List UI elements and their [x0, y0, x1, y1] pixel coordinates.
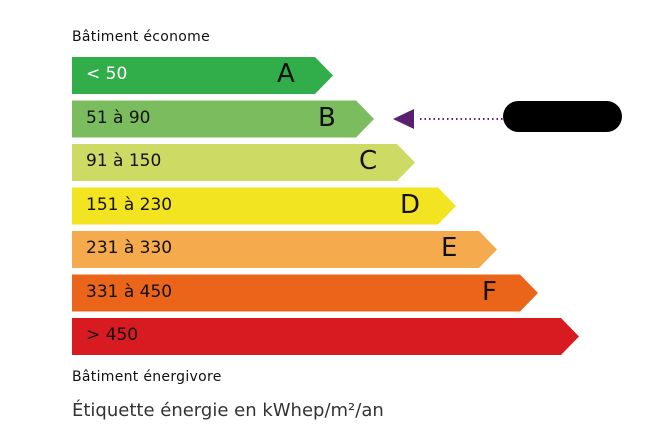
- class-bar-f: [72, 274, 538, 312]
- redacted-value: [503, 101, 622, 132]
- class-letter: D: [400, 189, 421, 220]
- class-range: 231 à 330: [86, 238, 173, 258]
- class-letter: F: [482, 276, 497, 307]
- class-bar-d: [72, 187, 456, 225]
- class-range: < 50: [86, 64, 128, 84]
- class-letter: A: [277, 59, 295, 89]
- class-range: 51 à 90: [86, 107, 151, 128]
- class-letter: C: [359, 146, 378, 176]
- class-range: > 450: [86, 325, 139, 345]
- class-bar-c: [72, 144, 415, 181]
- header-label: Bâtiment économe: [72, 29, 210, 45]
- indicator-arrow-icon: [393, 109, 414, 129]
- footer-label: Bâtiment énergivore: [72, 369, 222, 385]
- class-range: 331 à 450: [86, 281, 173, 302]
- class-bar-e: [72, 231, 497, 268]
- class-range: 91 à 150: [86, 151, 162, 171]
- class-bar-b: [72, 100, 374, 138]
- class-bar-a: [72, 57, 333, 94]
- class-range: 151 à 230: [86, 194, 173, 215]
- class-letter: E: [441, 233, 458, 263]
- class-bar-g: [72, 318, 579, 355]
- unit-label: Étiquette énergie en kWhep/m²/an: [72, 400, 384, 421]
- class-letter: B: [318, 102, 336, 133]
